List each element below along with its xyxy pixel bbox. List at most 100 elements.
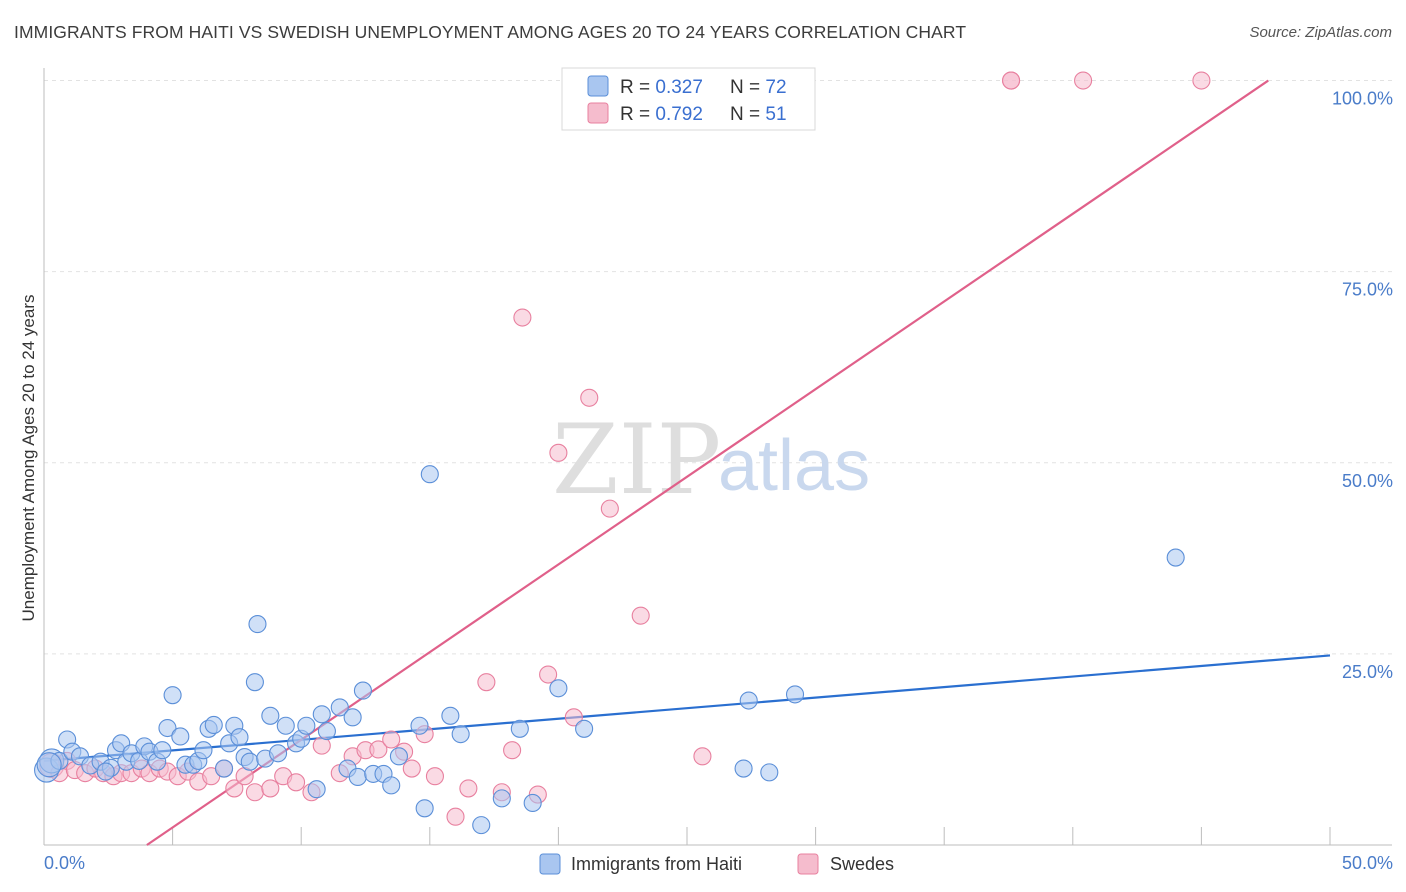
trend-line-swedes: [146, 79, 1269, 846]
legend-blue-n-label: N =: [730, 77, 765, 98]
y-tick-label-25: 25.0%: [1342, 662, 1393, 682]
haiti-point: [785, 685, 805, 704]
x-tick-labels: 0.0% 50.0%: [44, 853, 1393, 873]
bottom-legend-swatch-haiti: [539, 853, 561, 875]
haiti-point: [348, 767, 367, 787]
swedes-point: [1192, 71, 1211, 90]
swedes-point: [446, 807, 465, 826]
swedes-point: [564, 708, 583, 727]
swedes-point: [225, 779, 244, 798]
haiti-point: [353, 681, 372, 700]
x-tick-label-min: 0.0%: [44, 853, 85, 873]
swedes-point: [287, 773, 306, 792]
haiti-point: [36, 752, 62, 778]
legend-swatch-pink: [587, 102, 609, 124]
haiti-point: [204, 715, 223, 735]
watermark-zip: ZIP: [552, 404, 721, 516]
legend-blue-r-value: 0.327: [655, 77, 703, 98]
y-tick-labels: 25.0% 50.0% 75.0% 100.0%: [1332, 89, 1393, 682]
watermark: ZIP atlas: [552, 404, 870, 516]
haiti-point: [96, 762, 115, 781]
haiti-point: [245, 673, 264, 692]
swedes-point: [1002, 71, 1021, 90]
haiti-point: [269, 744, 288, 763]
haiti-point: [382, 776, 401, 795]
swedes-point: [1074, 71, 1093, 90]
haiti-point: [451, 725, 470, 744]
swedes-point: [245, 783, 264, 802]
bottom-legend-label-haiti: Immigrants from Haiti: [571, 854, 742, 874]
haiti-point: [343, 708, 362, 727]
swedes-point: [425, 767, 444, 786]
swedes-point: [600, 499, 619, 518]
legend-blue-r-label: R =: [620, 77, 655, 98]
haiti-point: [420, 465, 439, 484]
svg-text:N = 72: N = 72: [730, 77, 787, 98]
haiti-point: [1166, 548, 1185, 567]
swedes-point: [503, 741, 522, 760]
swedes-point: [631, 606, 650, 625]
swedes-point: [382, 730, 401, 749]
swedes-point: [369, 740, 388, 759]
legend-pink-n-label: N =: [730, 104, 765, 125]
haiti-point: [523, 793, 542, 813]
haiti-point: [261, 706, 280, 725]
swedes-point: [477, 673, 496, 692]
trend-line-haiti: [43, 654, 1331, 763]
svg-text:N = 51: N = 51: [730, 104, 787, 125]
haiti-point: [575, 719, 594, 738]
haiti-point: [158, 718, 177, 738]
legend-pink-r-value: 0.792: [655, 104, 703, 125]
haiti-point: [194, 741, 213, 760]
y-tick-label-75: 75.0%: [1342, 280, 1393, 300]
haiti-point: [415, 799, 434, 818]
swedes-point: [549, 443, 568, 462]
haiti-point: [171, 727, 190, 746]
haiti-point: [549, 679, 568, 698]
x-tick-label-max: 50.0%: [1342, 853, 1393, 873]
legend-pink-n-value: 51: [765, 104, 786, 125]
haiti-point: [297, 716, 316, 735]
trend-lines: [43, 79, 1331, 846]
haiti-point: [734, 759, 753, 778]
series-legend: Immigrants from Haiti Swedes: [539, 853, 894, 875]
legend-swatch-blue: [587, 75, 609, 97]
svg-text:R = 0.327: R = 0.327: [620, 77, 703, 98]
chart-title: IMMIGRANTS FROM HAITI VS SWEDISH UNEMPLO…: [14, 22, 967, 42]
bottom-legend-label-swedes: Swedes: [830, 854, 894, 874]
swedes-point: [580, 388, 599, 407]
haiti-point: [492, 789, 511, 808]
bottom-legend-swatch-swedes: [797, 853, 819, 875]
legend-pink-r-label: R =: [620, 104, 655, 125]
svg-text:R = 0.792: R = 0.792: [620, 104, 703, 125]
haiti-point: [389, 747, 408, 766]
haiti-point: [153, 741, 172, 760]
legend-blue-n-value: 72: [765, 77, 786, 98]
haiti-point: [317, 722, 336, 741]
gridlines: [44, 80, 1392, 655]
haiti-point: [441, 706, 460, 725]
y-tick-label-50: 50.0%: [1342, 471, 1393, 491]
haiti-point: [760, 763, 779, 782]
haiti-point: [276, 716, 295, 735]
haiti-point: [472, 816, 491, 835]
swedes-point: [459, 779, 478, 798]
swedes-point: [402, 759, 421, 778]
swedes-point: [513, 308, 532, 327]
haiti-point: [330, 698, 349, 717]
haiti-point: [510, 719, 529, 738]
haiti-point: [163, 686, 182, 705]
points-haiti: [34, 465, 1185, 835]
haiti-point: [214, 759, 234, 778]
stats-legend: R = 0.327 N = 72 R = 0.792 N = 51: [561, 67, 816, 131]
haiti-point: [248, 615, 267, 634]
haiti-point: [739, 691, 758, 710]
swedes-point: [693, 747, 712, 766]
watermark-atlas: atlas: [718, 426, 870, 506]
haiti-point: [312, 705, 331, 724]
y-axis-title: Unemployment Among Ages 20 to 24 years: [19, 295, 38, 622]
haiti-point: [307, 780, 326, 799]
source-credit: Source: ZipAtlas.com: [1249, 24, 1392, 41]
haiti-point: [230, 728, 249, 747]
